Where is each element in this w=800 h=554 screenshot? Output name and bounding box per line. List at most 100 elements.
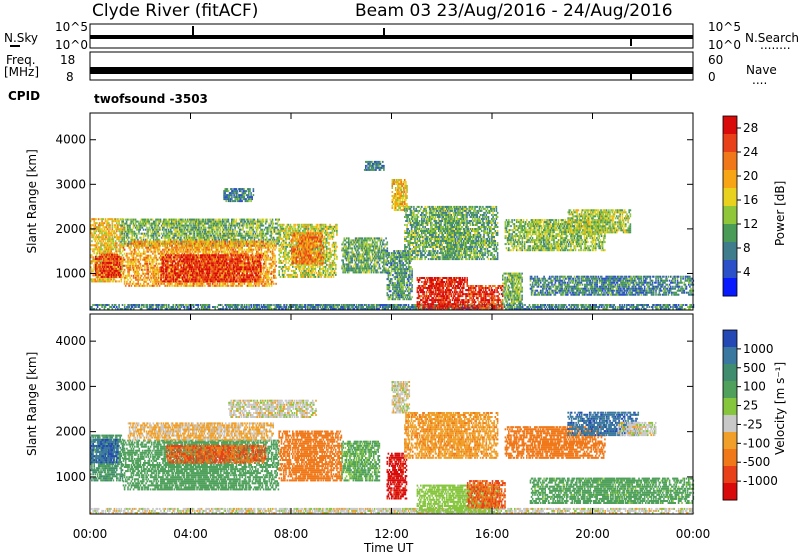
power-cell xyxy=(154,274,156,277)
power-cell xyxy=(259,224,261,227)
power-cell xyxy=(105,246,108,249)
power-cell xyxy=(202,228,205,231)
power-cell xyxy=(184,222,187,225)
power-cell xyxy=(167,250,170,253)
power-cell xyxy=(160,254,162,257)
power-cell xyxy=(393,306,395,308)
power-cell xyxy=(167,224,170,227)
power-cell xyxy=(335,304,337,306)
power-cell xyxy=(135,276,137,279)
power-cell xyxy=(186,248,188,251)
power-cell xyxy=(217,248,220,251)
power-cell xyxy=(190,226,192,229)
power-cell xyxy=(588,306,591,308)
power-cell xyxy=(105,226,108,229)
power-cell xyxy=(129,252,131,255)
power-cell xyxy=(131,228,134,231)
power-cell xyxy=(147,270,150,273)
power-cell xyxy=(97,259,99,262)
power-cell xyxy=(555,306,558,308)
power-cell xyxy=(152,274,154,277)
power-cell xyxy=(676,308,679,310)
power-cell xyxy=(250,226,252,229)
power-cell xyxy=(146,250,148,253)
power-cell xyxy=(108,280,110,283)
power-cell xyxy=(108,255,111,258)
power-cell xyxy=(188,236,190,239)
power-cell xyxy=(249,308,251,310)
power-cell xyxy=(200,222,202,225)
power-cell xyxy=(163,304,166,306)
power-cell xyxy=(167,230,170,233)
power-cell xyxy=(146,218,148,221)
power-cell xyxy=(176,246,179,249)
power-cell xyxy=(192,220,195,223)
power-cell xyxy=(174,248,177,251)
power-cell xyxy=(149,280,152,283)
power-cell xyxy=(532,304,534,306)
power-cell xyxy=(399,306,402,308)
power-cell xyxy=(173,222,175,225)
power-cell xyxy=(155,258,158,261)
power-cell xyxy=(229,232,232,235)
power-cell xyxy=(229,306,231,308)
power-cell xyxy=(181,232,183,235)
power-cell xyxy=(192,230,195,233)
power-cell xyxy=(158,244,161,247)
power-cell xyxy=(176,236,179,239)
power-cell xyxy=(512,308,515,310)
power-cell xyxy=(158,234,161,237)
power-cell xyxy=(126,234,129,237)
power-cell xyxy=(118,236,120,239)
power-cell xyxy=(253,236,256,239)
power-cell xyxy=(412,308,414,310)
power-cell xyxy=(224,234,226,237)
power-cell xyxy=(162,236,164,239)
power-cell xyxy=(97,230,100,233)
power-cell xyxy=(216,228,218,231)
power-cell xyxy=(577,304,579,306)
power-cell xyxy=(119,275,122,278)
power-cell xyxy=(211,220,214,223)
power-cell xyxy=(118,255,121,258)
power-cell xyxy=(275,230,277,233)
power-cell xyxy=(116,269,119,272)
power-cell xyxy=(161,242,163,245)
power-cell xyxy=(120,256,123,259)
power-cell xyxy=(96,228,99,231)
power-cell xyxy=(159,228,162,231)
power-cell xyxy=(124,254,127,257)
power-cell xyxy=(175,238,178,241)
power-cell xyxy=(257,224,259,227)
power-cell xyxy=(166,242,169,245)
power-cell xyxy=(180,226,182,229)
power-cell xyxy=(189,272,191,275)
power-cell xyxy=(147,258,150,261)
power-cell xyxy=(155,266,158,269)
power-cell xyxy=(384,308,386,310)
power-cell xyxy=(140,274,143,277)
power-cell xyxy=(152,272,154,275)
power-cell xyxy=(122,258,125,261)
power-cell xyxy=(127,272,129,275)
power-cell xyxy=(146,246,148,249)
power-cell xyxy=(567,308,569,310)
power-cell xyxy=(211,218,214,221)
power-cell xyxy=(93,226,95,229)
power-cell xyxy=(234,304,237,306)
power-cell xyxy=(192,234,195,237)
power-cell xyxy=(156,258,159,261)
power-cell xyxy=(201,242,204,245)
power-cell xyxy=(110,232,112,235)
power-cell xyxy=(126,252,128,255)
power-cell xyxy=(174,282,177,285)
power-cell xyxy=(157,272,160,275)
power-cell xyxy=(210,240,213,243)
power-cell xyxy=(136,224,138,227)
power-cell xyxy=(158,268,161,271)
power-cell xyxy=(186,282,188,285)
power-cell xyxy=(116,234,118,237)
power-cell xyxy=(149,250,152,253)
power-cell xyxy=(147,228,149,231)
power-cell xyxy=(170,306,172,308)
